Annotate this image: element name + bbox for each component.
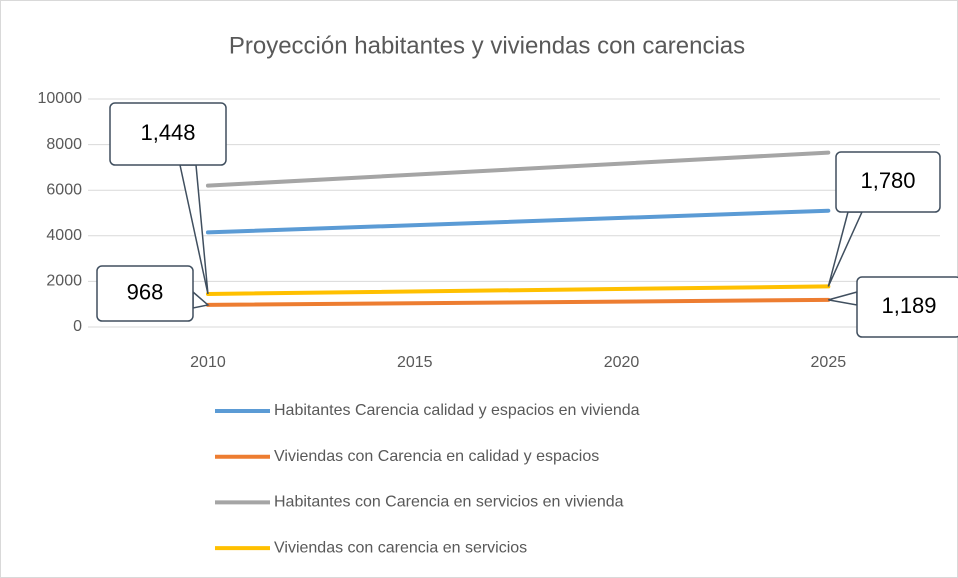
- x-tick-label: 2025: [811, 354, 847, 371]
- callout-box: [856, 276, 958, 338]
- legend-label: Habitantes Carencia calidad y espacios e…: [274, 402, 640, 419]
- y-tick-label: 2000: [46, 273, 82, 290]
- data-label: 968: [127, 279, 164, 304]
- y-tick-label: 10000: [38, 90, 83, 107]
- y-tick-label: 0: [73, 318, 82, 335]
- callout-box: [96, 265, 194, 322]
- chart-title: Proyección habitantes y viviendas con ca…: [229, 32, 745, 59]
- legend-label: Viviendas con Carencia en calidad y espa…: [274, 448, 599, 465]
- data-label: 1,780: [860, 168, 915, 193]
- y-tick-label: 8000: [46, 136, 82, 153]
- y-tick-label: 4000: [46, 227, 82, 244]
- callout-box: [835, 151, 941, 213]
- y-tick-label: 6000: [46, 181, 82, 198]
- x-tick-label: 2010: [190, 354, 226, 371]
- series-line: [205, 284, 831, 296]
- legend-label: Viviendas con carencia en servicios: [274, 539, 527, 556]
- callout-box: [109, 102, 227, 166]
- x-tick-label: 2015: [397, 354, 433, 371]
- data-label: 1,448: [140, 120, 195, 145]
- series-line: [205, 208, 831, 235]
- series-line: [205, 297, 831, 307]
- legend-label: Habitantes con Carencia en servicios en …: [274, 494, 624, 511]
- x-tick-label: 2020: [604, 354, 640, 371]
- series-line: [205, 150, 831, 188]
- data-label: 1,189: [881, 293, 936, 318]
